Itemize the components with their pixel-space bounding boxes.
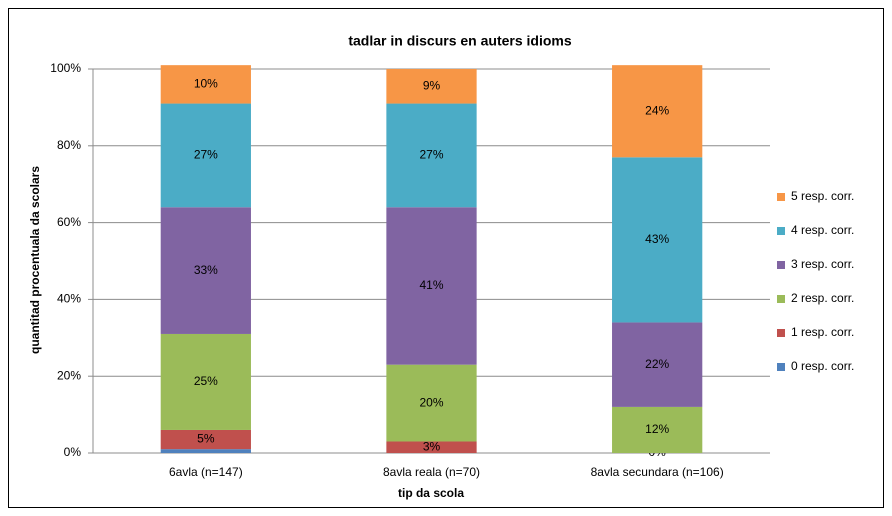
bar-segment xyxy=(160,449,251,453)
legend-swatch xyxy=(777,193,785,201)
x-tick-label: 6avla (n=147) xyxy=(169,465,243,479)
y-tick-label: 80% xyxy=(57,138,81,152)
legend-label: 1 resp. corr. xyxy=(791,325,854,339)
bar-segment xyxy=(612,322,703,407)
data-label: 3% xyxy=(423,439,441,453)
legend-swatch xyxy=(777,363,785,371)
legend-label: 2 resp. corr. xyxy=(791,291,854,305)
bar-segment xyxy=(160,65,251,104)
legend-label: 0 resp. corr. xyxy=(791,359,854,373)
y-tick-label: 20% xyxy=(57,368,81,382)
data-label: 5% xyxy=(197,432,215,446)
bar-segment xyxy=(160,429,251,450)
bar-segment xyxy=(612,406,703,453)
bar-segment xyxy=(160,103,251,208)
legend-swatch xyxy=(777,261,785,269)
y-axis-title: quantitad procentuala da scolars xyxy=(28,166,42,354)
bar-segment xyxy=(386,441,477,453)
bar-segment xyxy=(160,333,251,430)
data-label: 24% xyxy=(645,103,669,117)
bar-segment xyxy=(612,65,703,158)
bar-segment xyxy=(160,207,251,334)
legend-swatch xyxy=(777,329,785,337)
y-tick-label: 40% xyxy=(57,292,81,306)
bar-segment xyxy=(612,157,703,323)
x-axis-title: tip da scola xyxy=(398,486,464,500)
x-tick-label: 8avla secundara (n=106) xyxy=(591,465,724,479)
legend-label: 3 resp. corr. xyxy=(791,257,854,271)
legend-swatch xyxy=(777,227,785,235)
legend-label: 4 resp. corr. xyxy=(791,223,854,237)
bar-segment xyxy=(386,103,477,208)
x-tick-label: 8avla reala (n=70) xyxy=(383,465,480,479)
bar-segment xyxy=(386,207,477,365)
data-label: 10% xyxy=(194,77,218,91)
data-label: 27% xyxy=(419,148,443,162)
y-tick-label: 60% xyxy=(57,215,81,229)
legend-label: 5 resp. corr. xyxy=(791,189,854,203)
bar-segment xyxy=(386,364,477,442)
legend-swatch xyxy=(777,295,785,303)
data-label: 33% xyxy=(194,263,218,277)
data-label: 41% xyxy=(419,278,443,292)
data-label: 20% xyxy=(419,395,443,409)
bar-segment xyxy=(386,69,477,104)
y-tick-label: 100% xyxy=(50,61,81,75)
chart-title: tadlar in discurs en auters idioms xyxy=(348,33,572,49)
data-label: 9% xyxy=(423,78,441,92)
data-label: 25% xyxy=(194,374,218,388)
y-tick-label: 0% xyxy=(64,445,82,459)
data-label: 27% xyxy=(194,148,218,162)
data-label: 43% xyxy=(645,232,669,246)
data-label: 12% xyxy=(645,422,669,436)
data-label: 22% xyxy=(645,357,669,371)
